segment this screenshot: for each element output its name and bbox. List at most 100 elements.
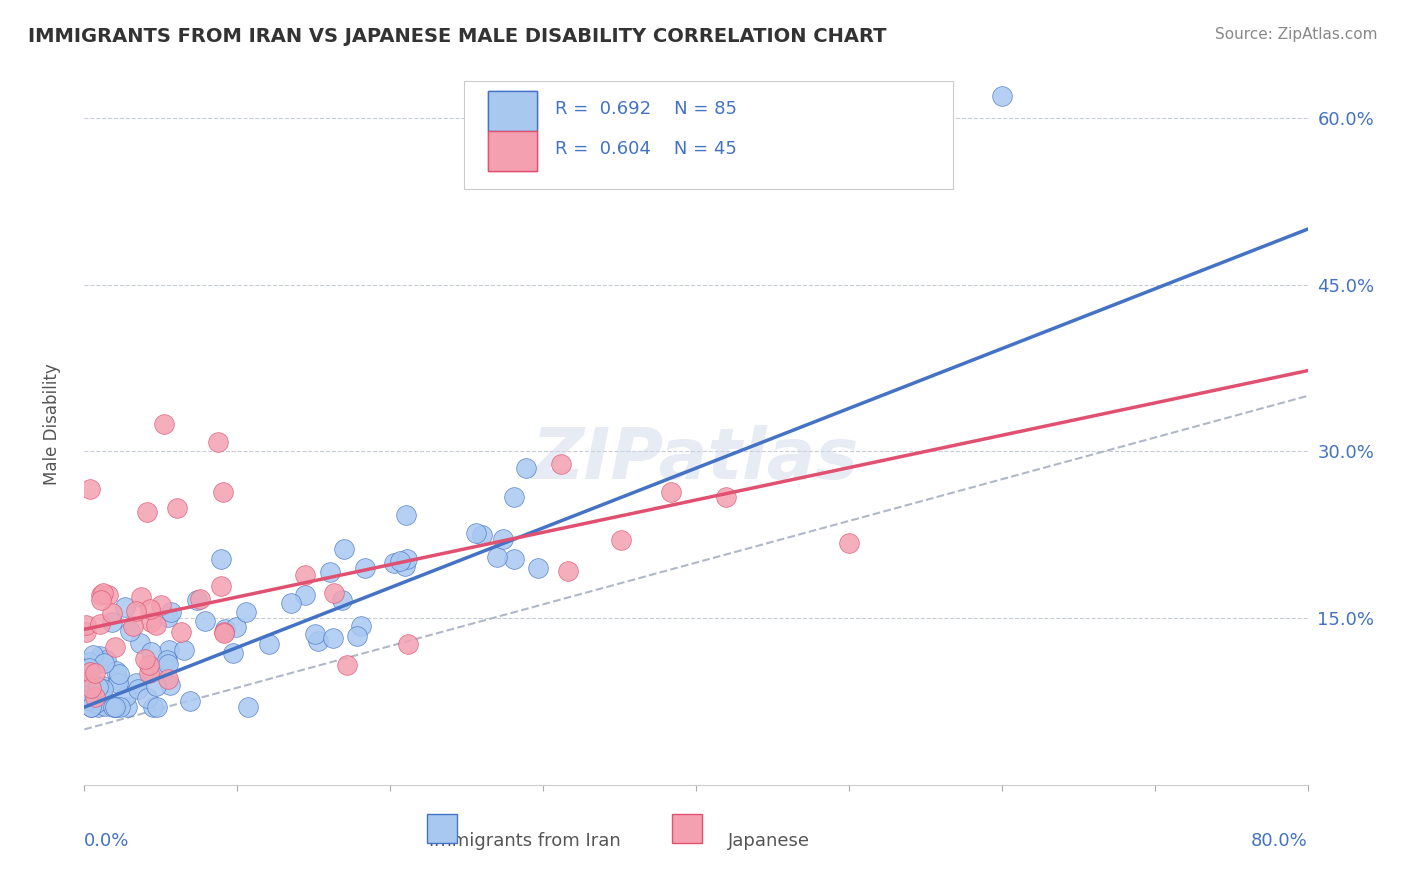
Point	[156, 653, 179, 667]
Point	[146, 700, 169, 714]
Text: Immigrants from Iran: Immigrants from Iran	[429, 832, 620, 850]
Point	[486, 549, 509, 564]
Point	[471, 528, 494, 542]
Point	[157, 610, 180, 624]
Point	[138, 666, 160, 681]
Point	[103, 700, 125, 714]
FancyBboxPatch shape	[488, 91, 537, 131]
Point	[129, 636, 152, 650]
Point	[145, 618, 167, 632]
Point	[75, 618, 97, 632]
Text: IMMIGRANTS FROM IRAN VS JAPANESE MALE DISABILITY CORRELATION CHART: IMMIGRANTS FROM IRAN VS JAPANESE MALE DI…	[28, 27, 887, 45]
Point	[104, 700, 127, 714]
Point	[125, 675, 148, 690]
Point	[118, 624, 141, 639]
Point	[83, 693, 105, 707]
Point	[107, 673, 129, 687]
Point	[89, 685, 111, 699]
Point	[354, 561, 377, 575]
Point	[349, 618, 371, 632]
Point	[115, 689, 138, 703]
Point	[110, 700, 132, 714]
Point	[87, 680, 110, 694]
Point	[207, 435, 229, 450]
Point	[91, 586, 114, 600]
Point	[838, 536, 860, 550]
Point	[610, 533, 633, 547]
Point	[79, 699, 101, 714]
Point	[173, 643, 195, 657]
Point	[388, 554, 411, 568]
Point	[557, 565, 579, 579]
Text: 0.0%: 0.0%	[84, 832, 129, 850]
Point	[77, 655, 100, 669]
Point	[141, 665, 163, 679]
Point	[84, 690, 107, 705]
Point	[991, 88, 1014, 103]
Point	[238, 700, 260, 714]
Point	[714, 490, 737, 504]
Point	[122, 618, 145, 632]
Point	[280, 596, 302, 610]
Point	[550, 457, 572, 471]
Point	[322, 631, 344, 645]
Point	[77, 661, 100, 675]
Point	[84, 665, 107, 680]
Point	[156, 657, 179, 671]
Point	[127, 681, 149, 696]
Point	[75, 690, 97, 704]
Point	[212, 626, 235, 640]
Point	[142, 700, 165, 714]
Point	[96, 653, 118, 667]
Point	[398, 637, 420, 651]
Point	[257, 637, 280, 651]
Point	[382, 556, 405, 570]
Point	[117, 700, 139, 714]
Point	[395, 552, 418, 566]
FancyBboxPatch shape	[427, 814, 457, 843]
Point	[93, 656, 115, 670]
Point	[107, 666, 129, 681]
Point	[97, 588, 120, 602]
Point	[136, 505, 159, 519]
Point	[136, 690, 159, 705]
Point	[104, 665, 127, 679]
Point	[464, 526, 486, 541]
Point	[294, 568, 316, 582]
Point	[139, 645, 162, 659]
Point	[395, 508, 418, 523]
Text: R =  0.692    N = 85: R = 0.692 N = 85	[555, 101, 737, 119]
Point	[209, 552, 232, 566]
Point	[101, 615, 124, 629]
Point	[160, 605, 183, 619]
Point	[89, 616, 111, 631]
Point	[394, 558, 416, 573]
Point	[492, 533, 515, 547]
Point	[346, 629, 368, 643]
Point	[79, 674, 101, 689]
FancyBboxPatch shape	[464, 80, 953, 189]
Point	[214, 625, 236, 640]
Point	[131, 590, 153, 604]
Point	[101, 606, 124, 620]
Point	[89, 649, 111, 664]
Point	[107, 675, 129, 690]
FancyBboxPatch shape	[672, 814, 702, 843]
Point	[79, 665, 101, 680]
Point	[76, 693, 98, 707]
Point	[105, 700, 128, 714]
Point	[170, 625, 193, 640]
Point	[104, 640, 127, 655]
Text: 80.0%: 80.0%	[1251, 832, 1308, 850]
Point	[80, 681, 103, 695]
Text: R =  0.604    N = 45: R = 0.604 N = 45	[555, 140, 737, 158]
Point	[336, 658, 359, 673]
Point	[114, 599, 136, 614]
Point	[212, 484, 235, 499]
Point	[235, 605, 257, 619]
Point	[194, 614, 217, 628]
Point	[152, 417, 174, 431]
Text: ZIPatlas: ZIPatlas	[533, 425, 859, 494]
Point	[145, 679, 167, 693]
Point	[125, 604, 148, 618]
